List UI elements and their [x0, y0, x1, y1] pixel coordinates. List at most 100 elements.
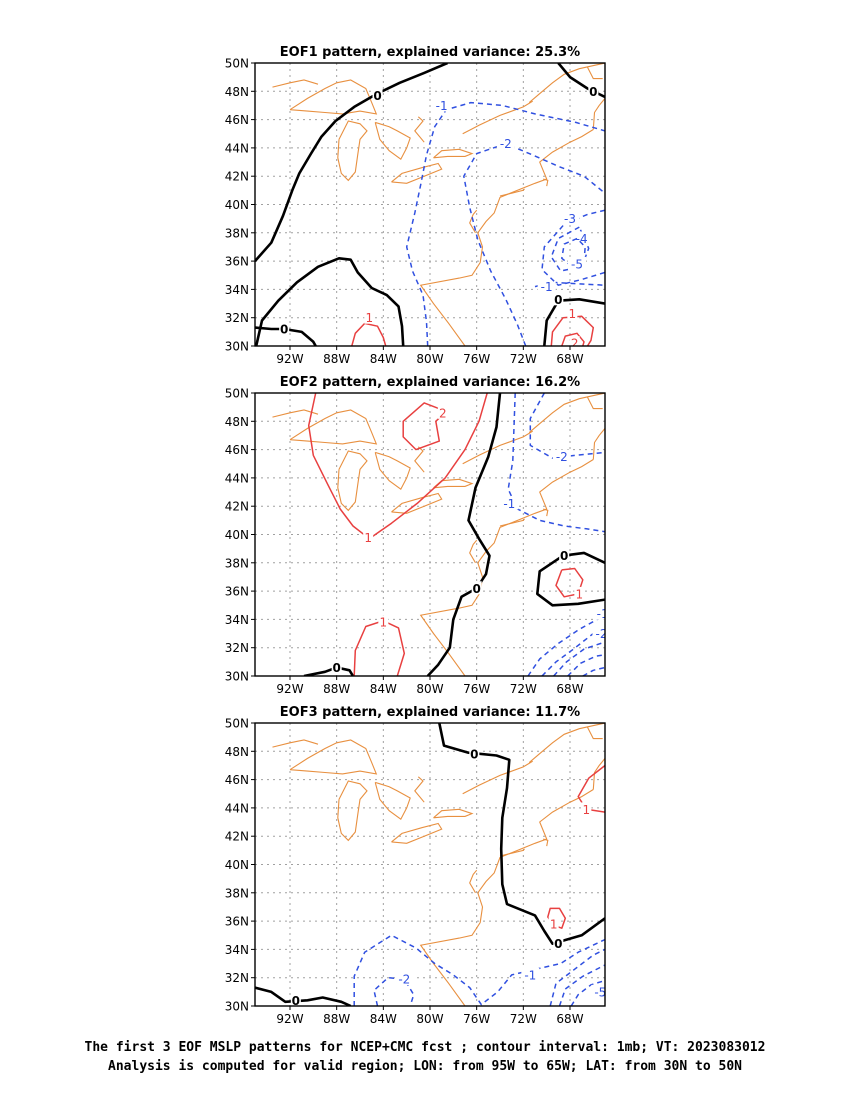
contour-line	[541, 209, 605, 286]
latitude-axis: 30N 32N 34N 36N 38N 40N 42N 44N 46N 48N 50N	[225, 387, 255, 684]
coastline	[592, 428, 605, 460]
contour-2: 2	[402, 402, 448, 451]
lat-tick-label: 50N	[225, 57, 249, 71]
lat-tick-label: 30N	[225, 340, 249, 354]
contour--4: -4	[550, 226, 591, 272]
contour-label: -1	[503, 497, 515, 511]
contour-label: 0	[470, 748, 478, 762]
coastline	[337, 450, 368, 512]
coastline	[587, 726, 603, 740]
contour-label-bg	[569, 336, 580, 346]
coastline	[587, 396, 603, 410]
contour-label: 1	[569, 307, 577, 321]
contour-line	[463, 142, 605, 346]
lon-tick-label: 92W	[276, 682, 303, 696]
lat-tick-label: 38N	[225, 226, 249, 240]
contour-label-bg	[574, 586, 585, 600]
contour-label-bg	[521, 967, 540, 981]
contour-label: 0	[560, 549, 568, 563]
lat-tick-label: 32N	[225, 971, 249, 985]
coastline	[374, 781, 411, 821]
coastline	[499, 518, 525, 527]
contour-label-bg	[553, 292, 564, 306]
lon-tick-label: 68W	[556, 1012, 583, 1026]
lat-tick-label: 46N	[225, 443, 249, 457]
eof-panel-3: EOF3 pattern, explained variance: 11.7% 0…	[225, 705, 606, 1026]
contour-line	[577, 764, 605, 813]
contour--3	[553, 641, 605, 676]
contour-label-bg	[537, 279, 556, 293]
coastline	[462, 760, 533, 795]
contour-label-bg	[572, 231, 591, 245]
contour--3: -3	[541, 209, 605, 286]
contour-label: -2	[596, 627, 608, 641]
lat-tick-label: 50N	[225, 717, 249, 731]
lat-tick-label: 34N	[225, 283, 249, 297]
coastline	[391, 822, 443, 844]
contour-label: -1	[524, 968, 536, 982]
gridlines	[255, 723, 605, 1006]
contour-line	[550, 315, 595, 346]
lat-tick-label: 38N	[225, 556, 249, 570]
contour-label: 1	[380, 616, 388, 630]
lon-tick-label: 80W	[416, 1012, 443, 1026]
coastline	[469, 869, 478, 894]
coastline	[587, 66, 603, 80]
coastline	[419, 459, 594, 676]
contour--1: -1 -1	[405, 98, 605, 346]
contour--1: -1 -1	[500, 393, 605, 676]
panel-title: EOF2 pattern, explained variance: 16.2%	[280, 375, 580, 390]
contour--1: -1	[353, 934, 605, 1006]
contour-line	[426, 393, 502, 676]
coastline	[543, 838, 549, 847]
coastline	[414, 116, 425, 143]
contour-label: 1	[550, 917, 558, 931]
contour-label-bg	[363, 530, 374, 544]
contour-line	[561, 332, 585, 346]
contour-line	[438, 723, 605, 946]
coastline	[499, 848, 525, 857]
contour-line	[255, 326, 317, 346]
contour-label: -1	[436, 99, 448, 113]
lon-tick-label: 68W	[556, 352, 583, 366]
coastline	[469, 539, 478, 564]
contour--4	[558, 964, 605, 1006]
contour-label-bg	[471, 581, 482, 595]
contour-1: 11	[547, 764, 605, 931]
contour-0: 0 0 0 0	[255, 63, 605, 346]
coastline	[592, 98, 605, 130]
lon-tick-label: 72W	[510, 1012, 537, 1026]
lat-tick-label: 42N	[225, 830, 249, 844]
contour-2: 2	[561, 332, 585, 346]
lon-tick-label: 80W	[416, 352, 443, 366]
coastline	[433, 808, 474, 819]
contour-label: -5	[571, 257, 583, 271]
contour-line	[351, 322, 387, 346]
contour-label: 0	[280, 323, 288, 337]
contour-line	[255, 986, 352, 1006]
lon-tick-label: 84W	[370, 682, 397, 696]
contour-label: -5	[594, 985, 606, 999]
contour-line	[255, 256, 405, 346]
gridlines	[255, 63, 605, 346]
coastline	[337, 120, 368, 182]
longitude-axis: 92W 88W 84W 80W 76W 72W 68W	[276, 1006, 584, 1026]
lat-tick-label: 44N	[225, 471, 249, 485]
contour-line	[553, 641, 605, 676]
coastlines	[272, 723, 605, 1006]
coastline	[414, 446, 425, 473]
contour-line	[353, 934, 605, 1006]
lat-tick-label: 40N	[225, 528, 249, 542]
coastline	[414, 776, 425, 803]
panel-title: EOF1 pattern, explained variance: 25.3%	[280, 45, 580, 60]
contour-line	[529, 393, 605, 459]
lat-tick-label: 42N	[225, 170, 249, 184]
contour-label: 0	[332, 661, 340, 675]
coastline	[592, 758, 605, 790]
lat-tick-label: 38N	[225, 886, 249, 900]
coastline	[499, 188, 525, 197]
coastline	[289, 409, 378, 445]
lat-tick-label: 46N	[225, 113, 249, 127]
caption-line-2: Analysis is computed for valid region; L…	[108, 1059, 742, 1074]
contour-line	[255, 63, 449, 262]
